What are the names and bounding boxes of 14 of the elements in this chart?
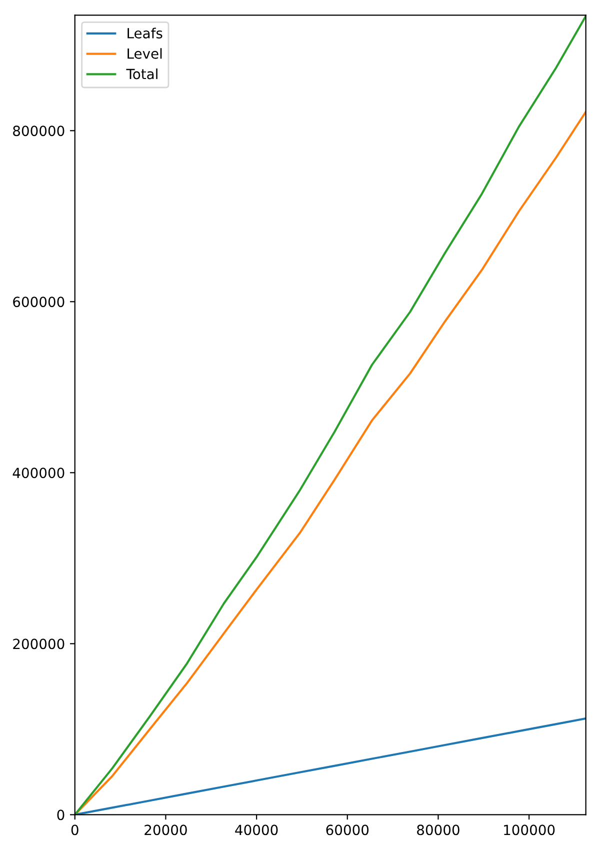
x-tick-label: 80000 xyxy=(417,824,460,836)
y-tick-label: 200000 xyxy=(13,638,64,650)
legend-label: Leafs xyxy=(128,28,162,38)
x-tick-label: 20000 xyxy=(144,824,187,836)
legend-label: Total xyxy=(126,68,158,80)
legend-label: Level xyxy=(128,48,162,59)
y-tick-label: 400000 xyxy=(12,468,64,478)
x-tick-label: 0 xyxy=(71,824,78,836)
y-tick-label: 800000 xyxy=(13,126,64,136)
y-tick-label: 0 xyxy=(57,810,64,820)
y-tick-label: 600000 xyxy=(13,296,64,308)
x-tick-label: 40000 xyxy=(235,824,278,836)
x-tick-label: 60000 xyxy=(326,824,369,836)
x-tick-label: 100000 xyxy=(504,824,555,836)
